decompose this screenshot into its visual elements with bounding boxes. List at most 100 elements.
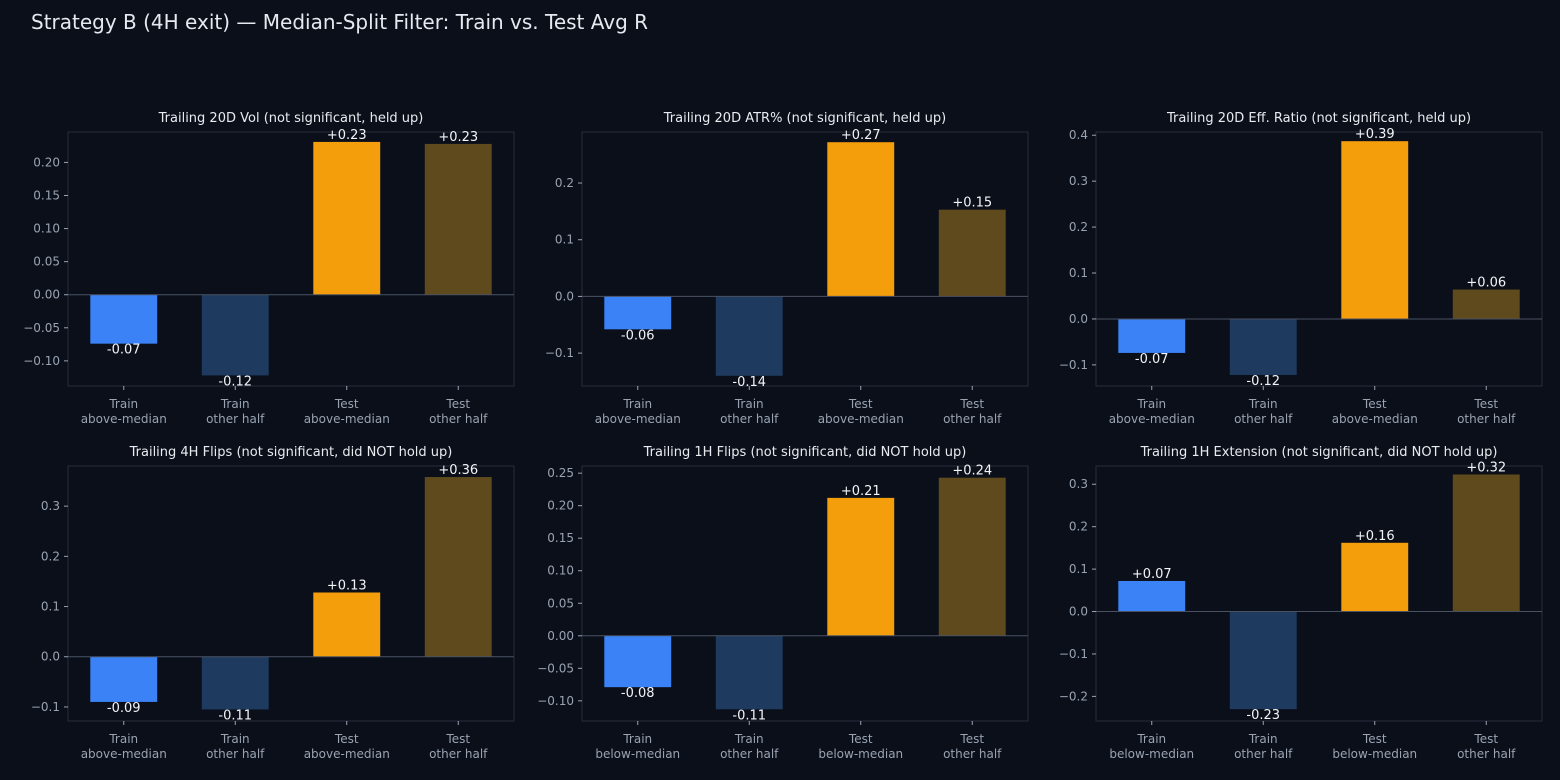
value-label: +0.16 — [1355, 529, 1395, 544]
bar — [827, 142, 895, 297]
x-tick-label: Test other half — [1457, 732, 1516, 761]
y-tick-label: 0.2 — [555, 176, 574, 190]
value-label: +0.21 — [841, 484, 881, 499]
x-tick-label: Train above-median — [1109, 397, 1195, 426]
y-tick-label: 0.05 — [33, 255, 60, 269]
page-title: Strategy B (4H exit) — Median-Split Filt… — [31, 10, 649, 34]
chart-frame — [581, 131, 1029, 387]
y-tick-label: 0.25 — [547, 466, 574, 480]
y-tick-label: 0.10 — [547, 564, 574, 578]
value-label: -0.14 — [732, 375, 766, 390]
value-label: +0.06 — [1466, 276, 1506, 291]
x-tick-label: Train other half — [1234, 732, 1293, 761]
value-label: -0.07 — [107, 343, 141, 358]
y-tick-label: −0.1 — [1059, 647, 1088, 661]
y-tick-label: 0.20 — [33, 155, 60, 169]
bar — [938, 477, 1006, 636]
chart-title: Trailing 20D Vol (not significant, held … — [158, 111, 424, 126]
value-label: +0.23 — [438, 130, 478, 145]
x-tick-label: Train below-median — [595, 732, 680, 761]
bar — [201, 656, 269, 710]
chart-title: Trailing 20D ATR% (not significant, held… — [663, 111, 947, 126]
y-tick-label: −0.1 — [1059, 358, 1088, 372]
y-tick-label: 0.3 — [1069, 477, 1088, 491]
bar — [715, 296, 783, 376]
y-tick-label: −0.1 — [545, 346, 574, 360]
chart-frame — [67, 131, 515, 387]
x-tick-label: Train below-median — [1109, 732, 1194, 761]
y-tick-label: 0.3 — [41, 499, 60, 513]
y-tick-label: 0.4 — [1069, 128, 1088, 142]
value-label: -0.08 — [621, 686, 655, 701]
y-tick-label: 0.2 — [1069, 520, 1088, 534]
x-tick-label: Train above-median — [81, 397, 167, 426]
value-label: -0.07 — [1135, 352, 1169, 367]
value-label: -0.12 — [1246, 374, 1280, 389]
y-tick-label: 0.0 — [1069, 312, 1088, 326]
x-tick-label: Train above-median — [81, 732, 167, 761]
value-label: +0.39 — [1355, 127, 1395, 142]
bar — [1341, 141, 1409, 319]
x-tick-label: Test other half — [429, 397, 488, 426]
x-tick-label: Test above-median — [1332, 397, 1418, 426]
y-tick-label: −0.10 — [537, 694, 574, 708]
bar — [313, 141, 381, 295]
value-label: +0.24 — [952, 464, 992, 479]
x-tick-label: Test below-median — [818, 732, 903, 761]
y-tick-label: −0.2 — [1059, 689, 1088, 703]
y-tick-label: 0.05 — [547, 596, 574, 610]
x-tick-label: Train other half — [206, 397, 265, 426]
bar — [313, 592, 381, 657]
chart-title: Trailing 20D Eff. Ratio (not significant… — [1166, 111, 1471, 126]
chart-title: Trailing 1H Flips (not significant, did … — [643, 445, 967, 460]
value-label: +0.23 — [327, 128, 367, 143]
x-tick-label: Test other half — [429, 732, 488, 761]
y-tick-label: 0.00 — [547, 629, 574, 643]
bar — [1341, 542, 1409, 612]
bar — [1118, 580, 1186, 612]
y-tick-label: −0.10 — [23, 354, 60, 368]
chart-frame — [581, 465, 1029, 722]
y-tick-label: 0.0 — [1069, 605, 1088, 619]
y-tick-label: 0.20 — [547, 499, 574, 513]
y-tick-label: 0.15 — [547, 531, 574, 545]
bar — [424, 477, 492, 657]
value-label: +0.15 — [952, 196, 992, 211]
bar — [90, 294, 158, 344]
x-tick-label: Test other half — [1457, 397, 1516, 426]
value-label: -0.11 — [732, 708, 766, 723]
x-tick-label: Train above-median — [595, 397, 681, 426]
x-tick-label: Train other half — [206, 732, 265, 761]
bar — [1229, 611, 1297, 710]
x-tick-label: Test above-median — [818, 397, 904, 426]
x-tick-label: Test other half — [943, 732, 1002, 761]
value-label: +0.36 — [438, 463, 478, 478]
y-tick-label: 0.1 — [1069, 266, 1088, 280]
x-tick-label: Test below-median — [1332, 732, 1417, 761]
y-tick-label: −0.1 — [31, 700, 60, 714]
y-tick-label: 0.15 — [33, 189, 60, 203]
y-tick-label: 0.1 — [41, 600, 60, 614]
chart-frame — [1095, 131, 1543, 387]
value-label: +0.07 — [1132, 567, 1172, 582]
x-tick-label: Train other half — [720, 732, 779, 761]
value-label: -0.23 — [1246, 708, 1280, 723]
x-tick-label: Test above-median — [304, 732, 390, 761]
bar — [1118, 318, 1186, 353]
y-tick-label: −0.05 — [23, 321, 60, 335]
y-tick-label: 0.3 — [1069, 174, 1088, 188]
chart-frame — [1095, 465, 1543, 722]
value-label: -0.11 — [218, 708, 252, 723]
bar — [1452, 474, 1520, 612]
bar — [604, 635, 672, 688]
value-label: -0.12 — [218, 374, 252, 389]
bar — [604, 296, 672, 330]
x-tick-label: Train other half — [1234, 397, 1293, 426]
bar — [424, 143, 492, 295]
value-label: +0.32 — [1466, 460, 1506, 475]
chart-title: Trailing 4H Flips (not significant, did … — [129, 445, 453, 460]
y-tick-label: −0.05 — [537, 661, 574, 675]
bar — [201, 294, 269, 376]
x-tick-label: Test above-median — [304, 397, 390, 426]
